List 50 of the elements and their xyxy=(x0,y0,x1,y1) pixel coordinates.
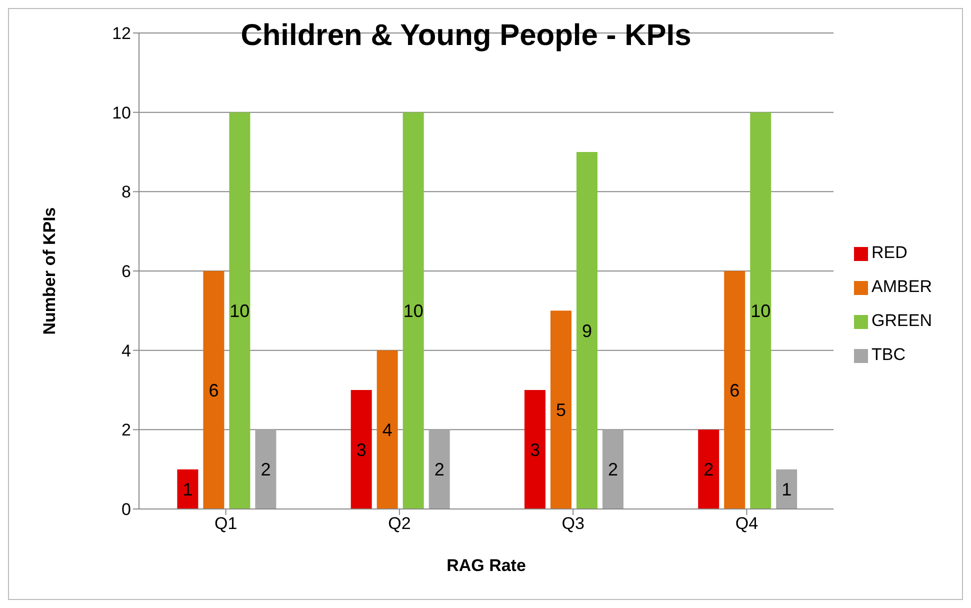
data-label: 10 xyxy=(403,301,424,322)
bar xyxy=(576,152,598,509)
legend-label: RED xyxy=(872,243,908,262)
x-tick-label: Q2 xyxy=(388,514,411,534)
x-axis-title: RAG Rate xyxy=(446,556,526,576)
data-label: 1 xyxy=(782,480,792,500)
x-tick-label: Q3 xyxy=(562,514,584,534)
data-label: 3 xyxy=(530,440,540,460)
bar xyxy=(724,271,746,509)
bar xyxy=(177,469,198,509)
data-label: 6 xyxy=(208,380,219,400)
y-tick-label: 10 xyxy=(112,103,131,122)
bar xyxy=(550,310,572,509)
bar xyxy=(229,112,250,509)
data-label: 2 xyxy=(608,460,618,480)
bar xyxy=(402,112,424,509)
data-label: 9 xyxy=(582,320,592,341)
bar xyxy=(602,430,624,509)
bar xyxy=(698,430,720,509)
y-tick-label: 8 xyxy=(122,182,131,202)
data-label: 2 xyxy=(704,460,714,480)
bar xyxy=(776,469,798,509)
y-tick-label: 0 xyxy=(122,500,131,520)
bar xyxy=(255,430,276,509)
bar xyxy=(376,350,398,509)
y-tick-label: 6 xyxy=(122,262,131,282)
legend-label: GREEN xyxy=(872,311,932,330)
legend-label: AMBER xyxy=(872,277,932,296)
x-tick-label: Q1 xyxy=(214,514,238,534)
x-tick-label: Q4 xyxy=(735,514,758,534)
bar xyxy=(350,390,372,509)
y-tick-label: 12 xyxy=(112,24,131,44)
data-label: 2 xyxy=(434,460,444,480)
y-tick-label: 4 xyxy=(122,341,131,360)
chart-title: Children & Young People - KPIs xyxy=(240,19,692,53)
data-label: 5 xyxy=(556,400,566,420)
data-label: 6 xyxy=(730,380,740,400)
data-label: 2 xyxy=(260,460,271,480)
bar xyxy=(524,390,546,509)
bar xyxy=(428,430,450,509)
y-tick-label: 2 xyxy=(122,420,131,440)
data-label: 1 xyxy=(182,480,193,500)
bar xyxy=(750,112,772,509)
data-label: 10 xyxy=(230,301,250,322)
bar xyxy=(203,271,224,509)
legend-label: TBC xyxy=(872,345,906,364)
y-axis-title: Number of KPIs xyxy=(40,207,60,335)
data-label: 10 xyxy=(750,301,771,322)
data-label: 4 xyxy=(382,420,392,440)
data-label: 3 xyxy=(356,440,366,460)
